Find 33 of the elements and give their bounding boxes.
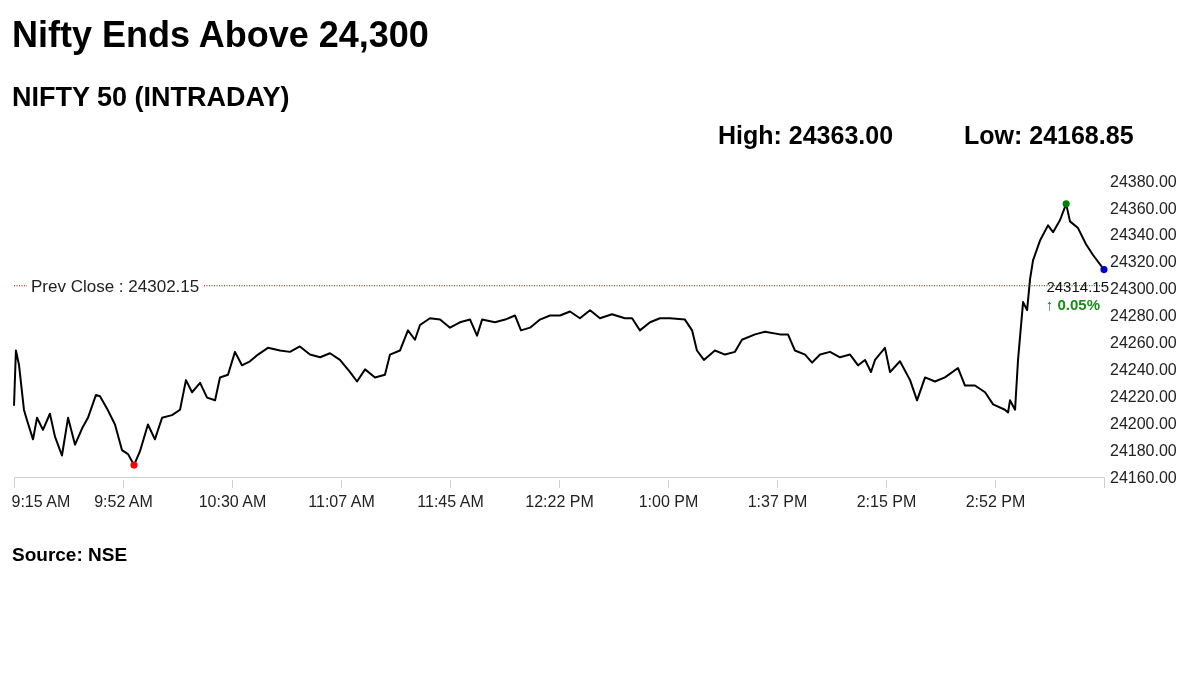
x-tick-label: 2:15 PM: [856, 493, 917, 511]
y-tick-label: 24280.00: [1110, 307, 1177, 325]
y-tick-label: 24360.00: [1110, 199, 1177, 217]
annotation: ↑ 0.05%: [1045, 295, 1100, 313]
x-tick-label: 12:22 PM: [525, 493, 594, 511]
annotation: 24314.15: [1046, 277, 1109, 295]
point: [1062, 200, 1070, 208]
y-tick-label: 24160.00: [1110, 468, 1177, 486]
x-tick-label: 1:00 PM: [638, 493, 699, 511]
y-tick-label: 24220.00: [1110, 387, 1177, 405]
chart-title: Nifty Ends Above 24,300: [12, 14, 429, 55]
y-tick-label: 24300.00: [1110, 280, 1177, 298]
y-tick-label: 24260.00: [1110, 334, 1177, 352]
x-tick-label: 1:37 PM: [747, 493, 808, 511]
x-tick-label: 2:52 PM: [965, 493, 1026, 511]
y-tick-label: 24380.00: [1110, 172, 1177, 190]
ref-line-label: Prev Close : 24302.15: [31, 276, 200, 296]
chart-subtitle: NIFTY 50 (INTRADAY): [12, 82, 290, 112]
x-tick-label: 9:15 AM: [11, 493, 71, 511]
x-tick-label: 9:52 AM: [94, 493, 153, 511]
y-tick-label: 24340.00: [1110, 226, 1177, 244]
y-tick-label: 24320.00: [1110, 253, 1177, 271]
y-tick-label: 24200.00: [1110, 414, 1177, 432]
text: Low: 24168.85: [964, 121, 1134, 149]
x-tick-label: 11:07 AM: [308, 493, 375, 511]
y-tick-label: 24240.00: [1110, 360, 1177, 378]
point: [130, 461, 138, 469]
source-note: Source: NSE: [12, 544, 128, 565]
x-tick-label: 10:30 AM: [198, 493, 267, 511]
y-tick-label: 24180.00: [1110, 441, 1177, 459]
text: High: 24363.00: [718, 121, 894, 149]
x-tick-label: 11:45 AM: [417, 493, 484, 511]
point: [1100, 266, 1108, 274]
